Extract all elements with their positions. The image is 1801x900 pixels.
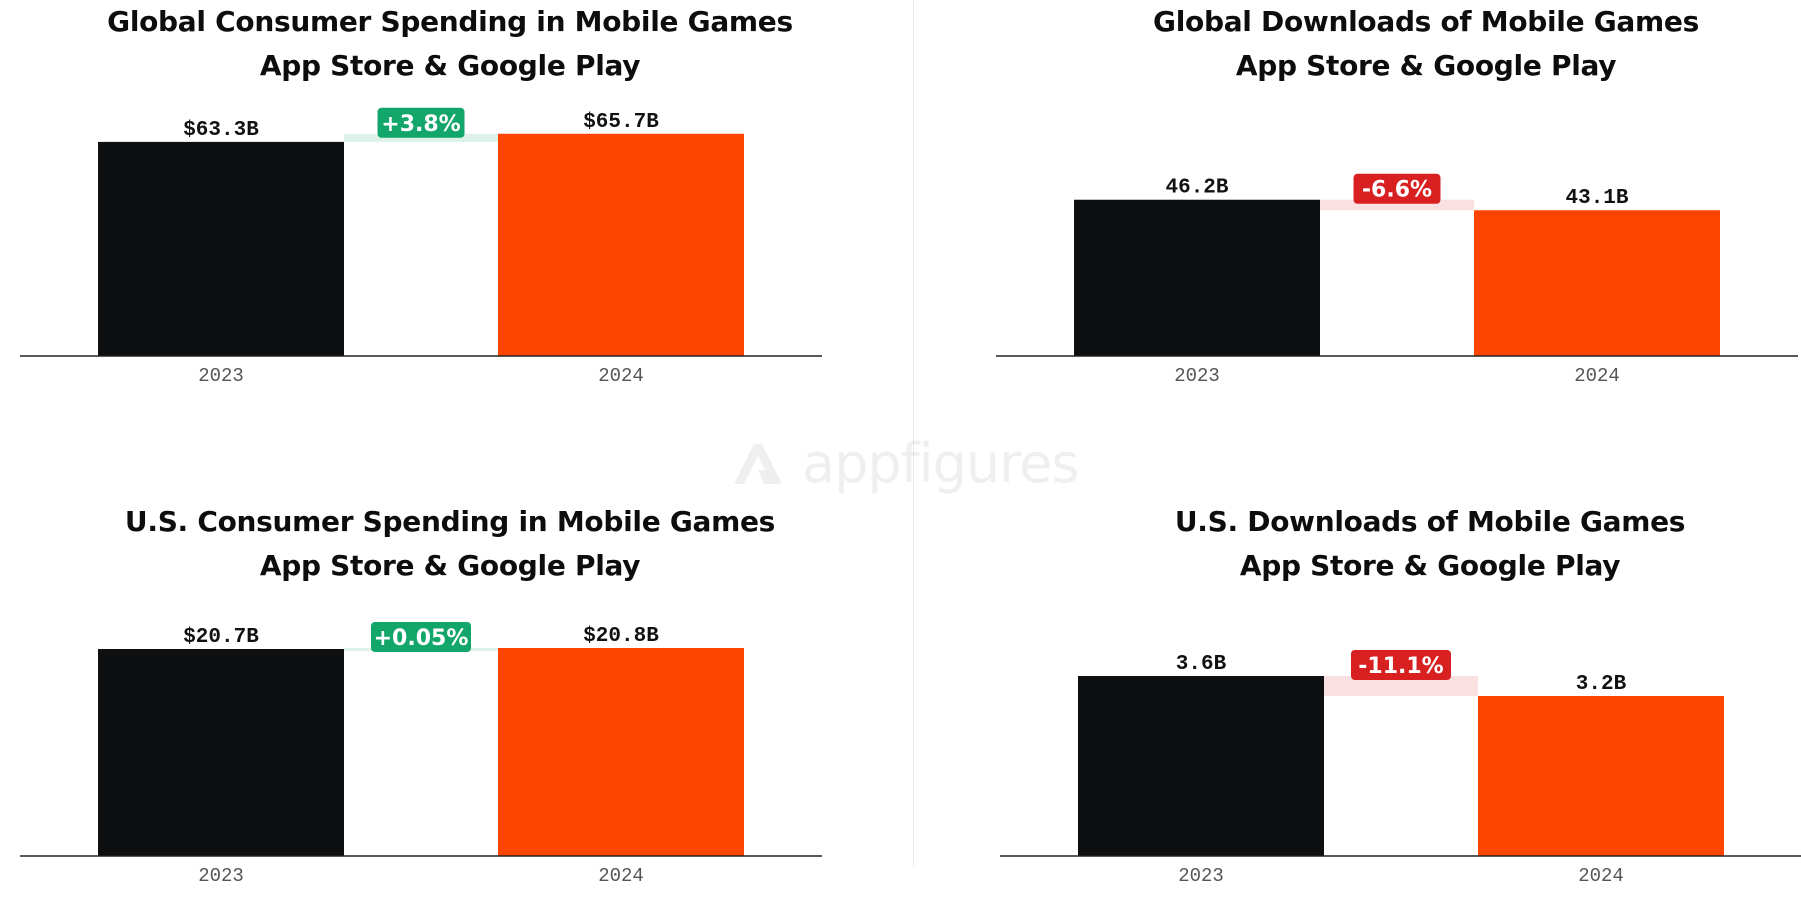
chart-svg: -6.6% 46.2B 43.1B 2023 2024 [996,173,1798,387]
bar-2023 [98,649,344,856]
chart-panel-global-downloads: Global Downloads of Mobile Games App Sto… [986,0,1801,400]
bar-2023 [98,141,344,356]
chart-svg: +0.05% $20.7B $20.8B 2023 2024 [20,622,822,887]
x-tick-label-2024: 2024 [598,365,644,387]
x-tick-label-2024: 2024 [1578,865,1624,887]
bar-2024 [498,648,744,856]
value-label-2023: 46.2B [1165,177,1228,200]
watermark-text: appfigures [802,431,1080,495]
change-badge-label: +3.8% [381,112,460,137]
chart-svg: +3.8% $63.3B $65.7B 2023 2024 [20,107,822,387]
change-connector [1324,676,1478,696]
change-connector [1320,199,1474,211]
panel-divider [913,0,914,866]
chart-panel-global-spending: Global Consumer Spending in Mobile Games… [10,0,890,400]
bar-2023 [1074,199,1320,356]
change-badge [377,107,465,138]
bar-2024 [1474,210,1720,356]
change-badge [1353,173,1441,204]
change-badge [1351,650,1451,680]
x-tick-label-2024: 2024 [1574,365,1620,387]
value-label-2023: $20.7B [183,626,259,649]
appfigures-logo-icon [734,444,782,484]
value-label-2023: $63.3B [183,119,259,142]
bar-2024 [498,133,744,356]
chart-panel-us-downloads: U.S. Downloads of Mobile Games App Store… [990,500,1801,900]
chart-panel-us-spending: U.S. Consumer Spending in Mobile Games A… [10,500,890,900]
watermark: appfigures [728,428,1088,498]
change-badge-label: -11.1% [1358,654,1443,679]
x-tick-label-2023: 2023 [198,365,244,387]
value-label-2024: $65.7B [583,111,659,134]
change-connector [344,133,498,142]
value-label-2024: 3.2B [1576,673,1627,696]
x-tick-label-2023: 2023 [1178,865,1224,887]
chart-title: Global Downloads of Mobile Games App Sto… [1153,5,1699,82]
bar-2024 [1478,696,1724,856]
change-badge-label: +0.05% [374,626,469,651]
value-label-2024: $20.8B [583,625,659,648]
x-tick-label-2023: 2023 [1174,365,1220,387]
chart-title: U.S. Downloads of Mobile Games App Store… [1174,505,1686,582]
chart-svg: -11.1% 3.6B 3.2B 2023 2024 [1000,650,1801,887]
x-tick-label-2023: 2023 [198,865,244,887]
bar-2023 [1078,676,1324,856]
change-badge [371,622,471,652]
chart-title: U.S. Consumer Spending in Mobile Games A… [124,505,776,582]
change-badge-label: -6.6% [1362,178,1432,203]
x-tick-label-2024: 2024 [598,865,644,887]
value-label-2023: 3.6B [1176,653,1227,676]
chart-title: Global Consumer Spending in Mobile Games… [107,5,793,82]
value-label-2024: 43.1B [1565,187,1628,210]
